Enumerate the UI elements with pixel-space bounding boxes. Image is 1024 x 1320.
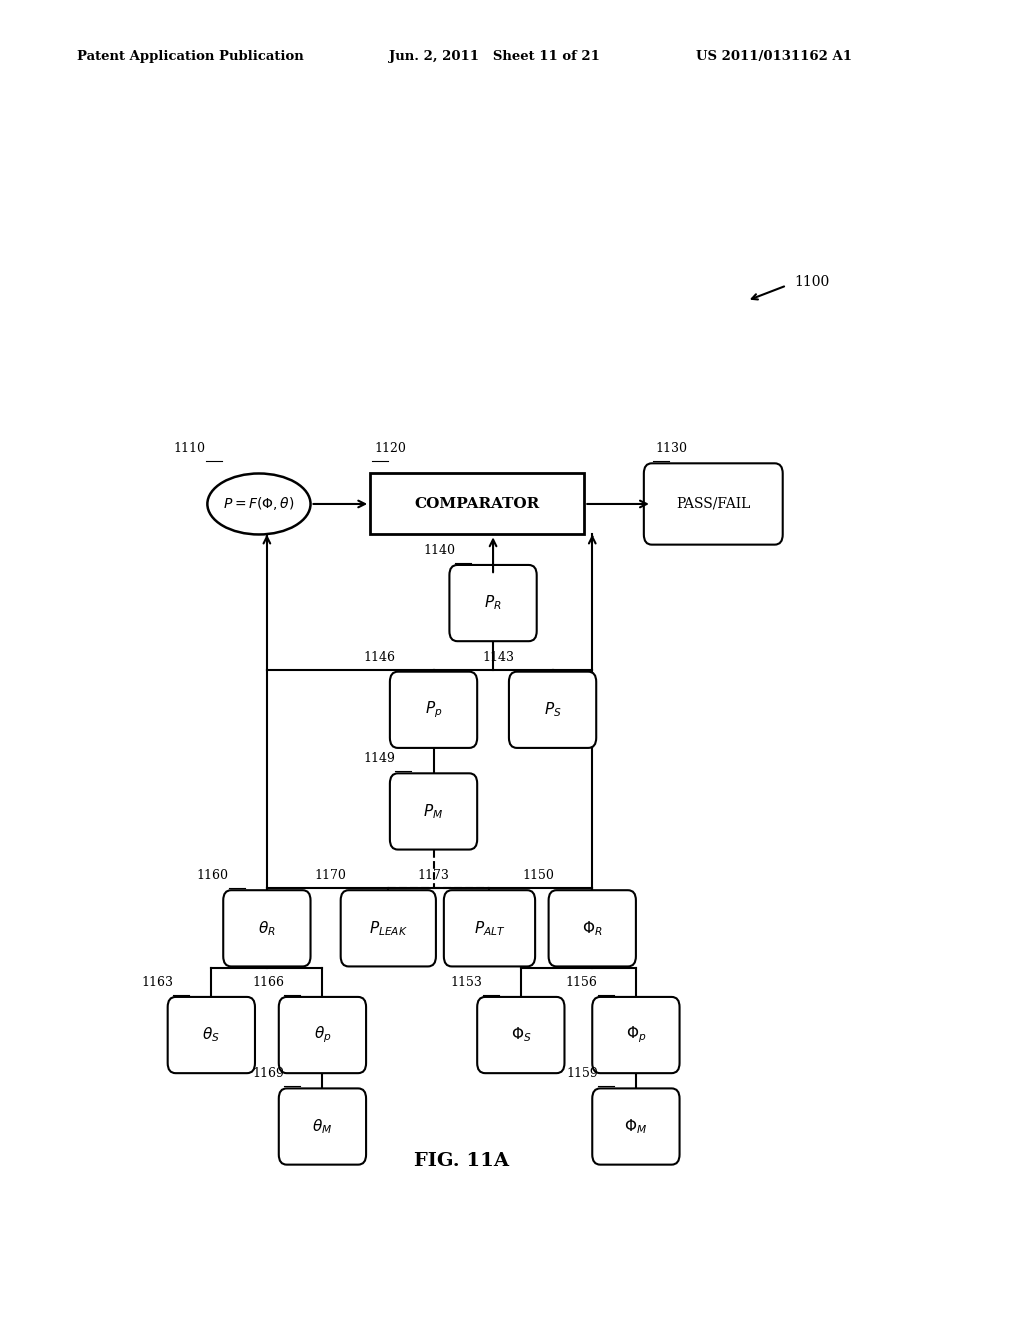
Text: PASS/FAIL: PASS/FAIL	[676, 496, 751, 511]
Text: $P_M$: $P_M$	[424, 803, 443, 821]
FancyBboxPatch shape	[370, 474, 585, 535]
Text: 1153: 1153	[451, 975, 482, 989]
Text: 1159: 1159	[566, 1068, 598, 1080]
FancyBboxPatch shape	[592, 997, 680, 1073]
Text: 1110: 1110	[174, 442, 206, 455]
Text: 1169: 1169	[253, 1068, 285, 1080]
FancyBboxPatch shape	[509, 672, 596, 748]
Text: 1140: 1140	[423, 544, 455, 557]
Text: 1149: 1149	[364, 752, 395, 766]
FancyBboxPatch shape	[168, 997, 255, 1073]
FancyBboxPatch shape	[279, 1089, 367, 1164]
Text: 1166: 1166	[252, 975, 285, 989]
Text: 1143: 1143	[482, 651, 514, 664]
Text: $\Phi_R$: $\Phi_R$	[582, 919, 602, 937]
Text: 1156: 1156	[566, 975, 598, 989]
Text: $\Phi_p$: $\Phi_p$	[626, 1024, 646, 1045]
Text: $\theta_M$: $\theta_M$	[312, 1117, 333, 1137]
FancyBboxPatch shape	[443, 890, 536, 966]
Text: $\Phi_M$: $\Phi_M$	[625, 1117, 647, 1137]
Text: 1170: 1170	[314, 869, 346, 882]
FancyBboxPatch shape	[223, 890, 310, 966]
Text: $P_R$: $P_R$	[484, 594, 502, 612]
Text: 1150: 1150	[522, 869, 554, 882]
Text: FIG. 11A: FIG. 11A	[414, 1152, 509, 1170]
Text: US 2011/0131162 A1: US 2011/0131162 A1	[696, 50, 852, 63]
FancyBboxPatch shape	[390, 774, 477, 850]
Text: $P_{LEAK}$: $P_{LEAK}$	[369, 919, 408, 937]
Text: 1120: 1120	[374, 442, 406, 455]
Text: COMPARATOR: COMPARATOR	[415, 496, 540, 511]
Text: $\theta_R$: $\theta_R$	[258, 919, 275, 937]
Text: $P_{ALT}$: $P_{ALT}$	[474, 919, 505, 937]
Ellipse shape	[207, 474, 310, 535]
FancyBboxPatch shape	[450, 565, 537, 642]
FancyBboxPatch shape	[341, 890, 436, 966]
Text: 1146: 1146	[364, 651, 395, 664]
Text: $P=F(\Phi,\theta)$: $P=F(\Phi,\theta)$	[223, 495, 295, 512]
FancyBboxPatch shape	[549, 890, 636, 966]
Text: $\Phi_S$: $\Phi_S$	[511, 1026, 531, 1044]
Text: Patent Application Publication: Patent Application Publication	[77, 50, 303, 63]
Text: $P_S$: $P_S$	[544, 701, 561, 719]
Text: 1160: 1160	[197, 869, 228, 882]
FancyBboxPatch shape	[592, 1089, 680, 1164]
Text: $\theta_p$: $\theta_p$	[313, 1024, 331, 1045]
Text: Jun. 2, 2011   Sheet 11 of 21: Jun. 2, 2011 Sheet 11 of 21	[389, 50, 600, 63]
Text: 1100: 1100	[795, 276, 829, 289]
Text: 1163: 1163	[141, 975, 173, 989]
FancyBboxPatch shape	[477, 997, 564, 1073]
Text: $\theta_S$: $\theta_S$	[203, 1026, 220, 1044]
FancyBboxPatch shape	[390, 672, 477, 748]
FancyBboxPatch shape	[644, 463, 782, 545]
FancyBboxPatch shape	[279, 997, 367, 1073]
Text: 1130: 1130	[655, 442, 688, 455]
Text: 1173: 1173	[418, 869, 450, 882]
Text: $P_p$: $P_p$	[425, 700, 442, 721]
